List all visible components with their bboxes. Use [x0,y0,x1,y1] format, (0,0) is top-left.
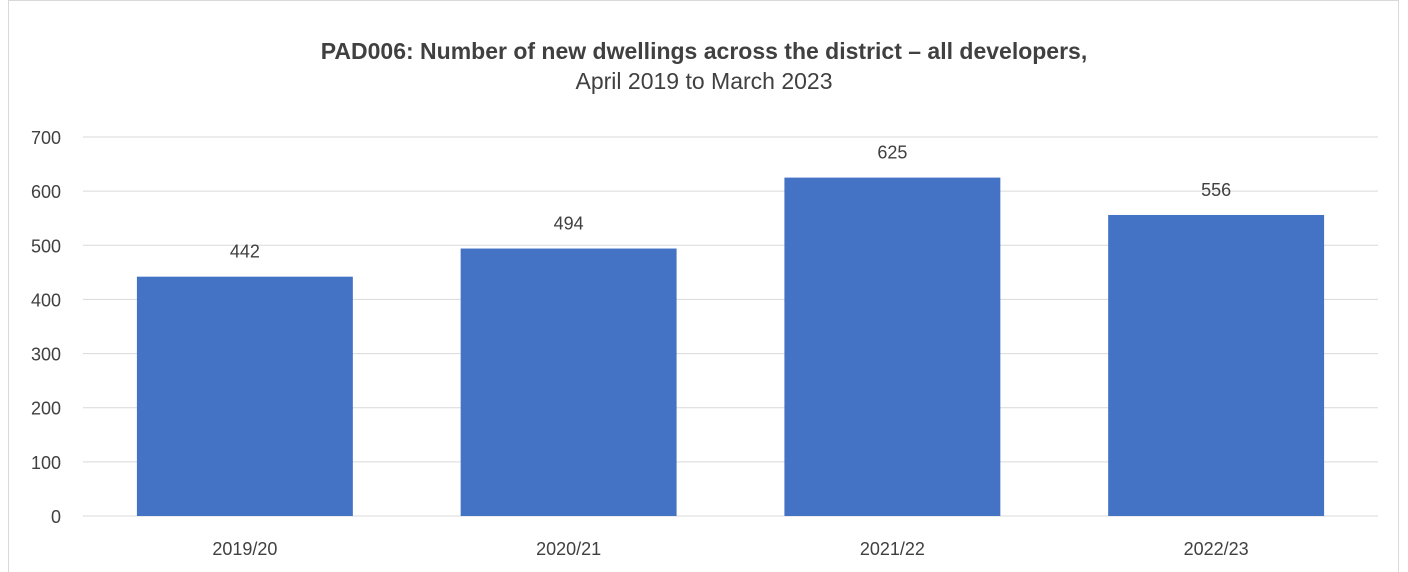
y-tick-label: 200 [31,399,61,419]
y-tick-label: 500 [31,236,61,256]
chart-title-block: PAD006: Number of new dwellings across t… [0,36,1408,96]
x-tick-label: 2019/20 [212,539,277,559]
bar [1108,214,1325,517]
chart-title: PAD006: Number of new dwellings across t… [320,38,1088,64]
y-tick-label: 400 [31,290,61,310]
y-tick-label: 0 [51,507,61,527]
x-tick-label: 2020/21 [536,539,601,559]
chart-frame [8,0,1399,572]
data-label: 556 [1201,180,1231,200]
chart-subtitle: April 2019 to March 2023 [575,68,833,94]
data-label: 442 [230,242,260,262]
bar [784,177,1001,516]
y-tick-label: 600 [31,182,61,202]
data-label: 625 [877,143,907,163]
x-tick-label: 2021/22 [860,539,925,559]
x-tick-label: 2022/23 [1184,539,1249,559]
y-tick-label: 300 [31,345,61,365]
y-tick-label: 100 [31,453,61,473]
y-tick-label: 700 [31,128,61,148]
bar [460,248,677,516]
bar [136,276,353,516]
data-label: 494 [554,214,584,234]
